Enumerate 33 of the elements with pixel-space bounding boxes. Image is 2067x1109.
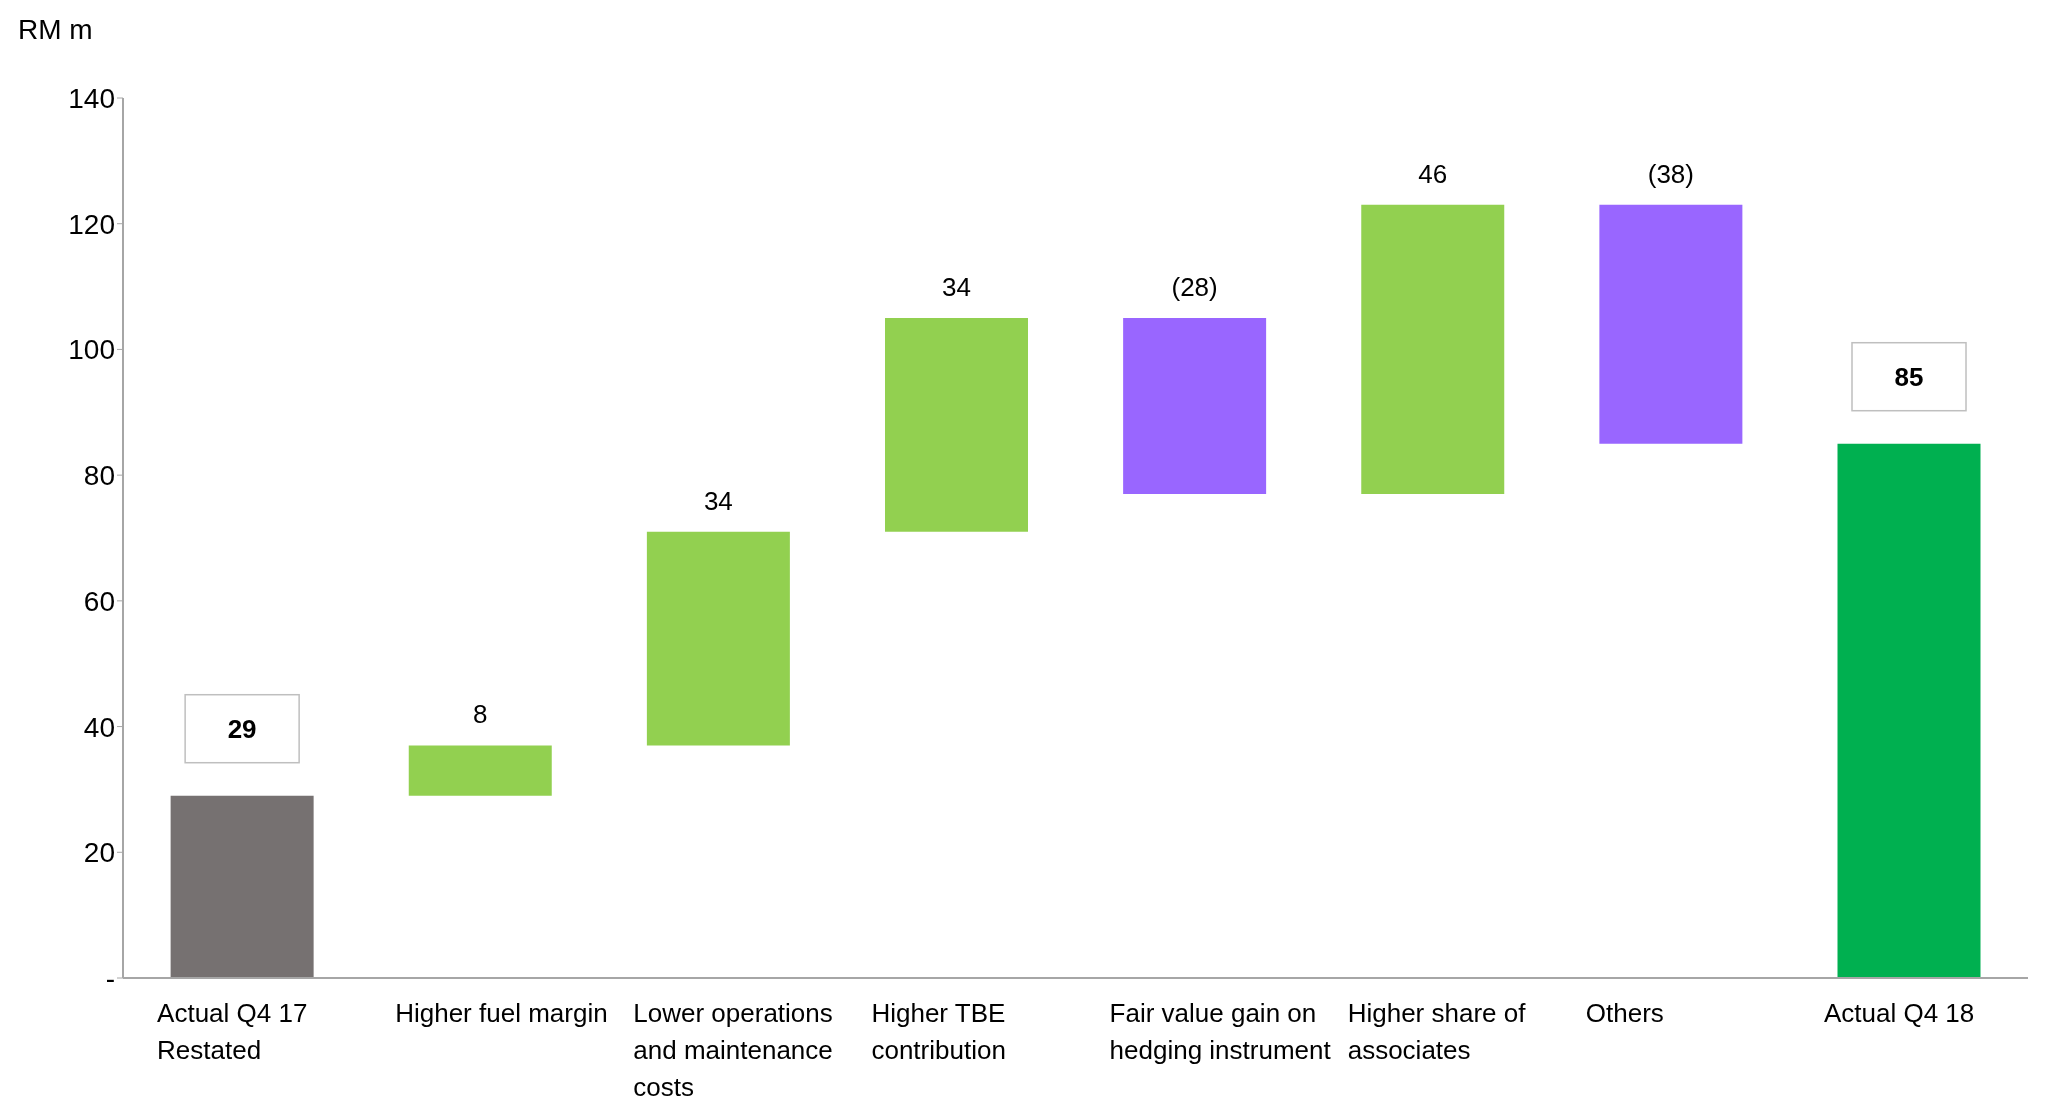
bar xyxy=(885,318,1028,532)
bar xyxy=(1123,318,1267,494)
bar xyxy=(408,745,552,796)
x-tick-label: Actual Q4 17 Restated xyxy=(157,998,308,1065)
data-label: 8 xyxy=(473,699,488,730)
data-label: 46 xyxy=(1418,158,1448,189)
data-label: 85 xyxy=(1894,361,1924,392)
y-tick-label: 120 xyxy=(68,208,115,240)
data-label: (38) xyxy=(1647,158,1694,189)
y-tick-label: 100 xyxy=(68,334,115,366)
y-tick-label: 40 xyxy=(83,711,115,743)
bar xyxy=(170,795,314,978)
bar xyxy=(1599,204,1743,444)
y-tick-label: 80 xyxy=(83,460,115,492)
x-tick-label: Fair value gain on hedging instrument xyxy=(1109,998,1332,1065)
y-tick-label: 60 xyxy=(83,585,115,617)
bar xyxy=(646,531,790,746)
y-tick-label: - xyxy=(105,962,115,994)
data-label: 34 xyxy=(942,272,971,302)
x-tick-label: Higher TBE contribution xyxy=(871,998,1006,1065)
x-tick-label: Higher share of associates xyxy=(1347,998,1527,1065)
y-tick-label: 140 xyxy=(68,82,115,114)
x-tick-label: Others xyxy=(1585,998,1664,1028)
x-tick-label: Lower operations and maintenance costs xyxy=(633,998,833,1102)
data-label: (28) xyxy=(1171,272,1218,302)
data-label: 29 xyxy=(227,713,257,744)
data-label: 34 xyxy=(703,485,733,516)
y-axis-title: RM m xyxy=(18,14,93,46)
y-tick-label: 20 xyxy=(83,837,115,869)
bar xyxy=(1837,443,1981,978)
bar xyxy=(1361,204,1505,494)
x-tick-label: Actual Q4 18 xyxy=(1823,998,1975,1028)
x-tick-label: Higher fuel margin xyxy=(395,998,608,1028)
